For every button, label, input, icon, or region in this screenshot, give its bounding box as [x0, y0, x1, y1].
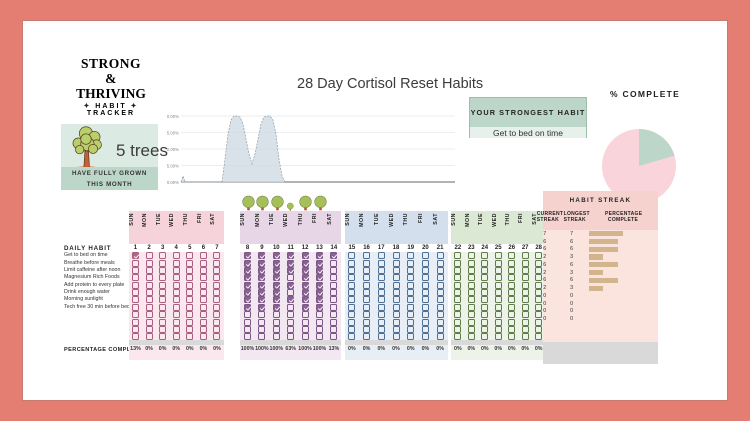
- svg-text:25.00%: 25.00%: [167, 164, 179, 169]
- svg-text:100.00%: 100.00%: [167, 114, 179, 119]
- svg-text:50.00%: 50.00%: [167, 147, 179, 152]
- svg-text:0.00%: 0.00%: [167, 180, 179, 185]
- svg-text:75.00%: 75.00%: [167, 131, 179, 136]
